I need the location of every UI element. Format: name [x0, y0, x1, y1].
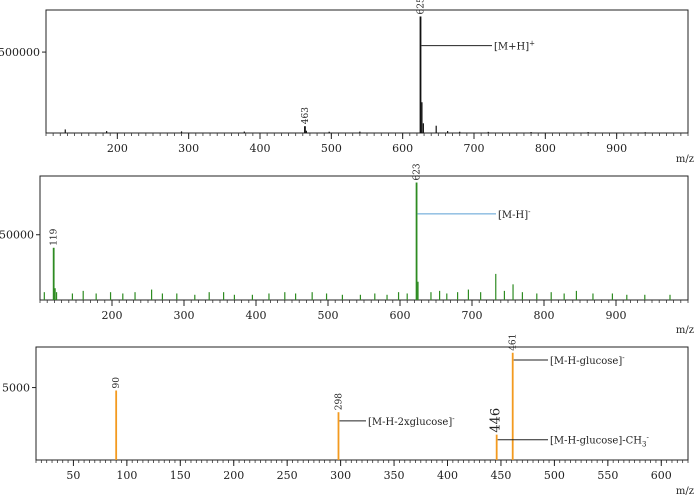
x-tick-label: 700 — [462, 309, 483, 322]
annotation-text: [M-H-glucose] — [550, 356, 622, 367]
x-tick-label: 300 — [178, 142, 199, 155]
x-tick-label: 500 — [321, 142, 342, 155]
annotation-label: [M+H]+ — [494, 40, 535, 53]
x-tick-label: 550 — [597, 469, 618, 482]
x-tick-label: 350 — [384, 469, 405, 482]
y-tick-label: 5000 — [2, 382, 30, 395]
spectrum-panel-3: 50 100 150 200 250 300 350 400 450 500 550 600 5000 m… — [2, 334, 694, 497]
x-axis-label: m/z — [676, 486, 694, 497]
y-tick-label: 50000 — [0, 229, 34, 242]
x-tick-label: 250 — [277, 469, 298, 482]
x-tick-label: 900 — [606, 142, 627, 155]
x-tick-label: 200 — [102, 309, 123, 322]
x-tick-label: 500 — [544, 469, 565, 482]
peak-label: 90 — [112, 377, 122, 389]
x-tick-label: 150 — [170, 469, 191, 482]
annotation-superscript: + — [529, 40, 535, 48]
x-tick-label: 50 — [66, 469, 80, 482]
x-tick-label: 400 — [250, 142, 271, 155]
x-tick-label: 400 — [246, 309, 267, 322]
x-tick-label: 700 — [464, 142, 485, 155]
x-tick-label: 800 — [535, 142, 556, 155]
annotation-superscript: - — [528, 208, 531, 216]
x-tick-label: 200 — [107, 142, 128, 155]
x-tick-label: 400 — [437, 469, 458, 482]
x-tick-label: 600 — [390, 309, 411, 322]
x-tick-label: 800 — [534, 309, 555, 322]
annotation-label: [M-H-glucose]-CH3- — [550, 434, 649, 449]
annotation-text: [M+H] — [494, 42, 529, 53]
spectrum-panel-1: 200 300 400 500 600 700 800 900 500000 m/z 625 463 [… — [0, 0, 694, 165]
peak-label: 298 — [334, 393, 344, 410]
x-tick-label: 900 — [606, 309, 627, 322]
peak-label: 461 — [509, 334, 519, 351]
annotation-label: [M-H-glucose]- — [550, 354, 625, 367]
spectrum-panel-2: 200 300 400 500 600 700 800 900 50000 m/z 623 119 [M… — [0, 163, 694, 336]
x-tick-label: 500 — [318, 309, 339, 322]
x-axis-label: m/z — [676, 154, 694, 165]
annotation-subscript: 3 — [642, 441, 646, 449]
annotation-superscript: - — [452, 415, 455, 423]
annotation-label: [M-H]- — [498, 208, 531, 221]
peak-label: 446 — [489, 408, 504, 433]
peak-label: 463 — [301, 107, 311, 124]
plot-frame — [45, 9, 689, 134]
annotation-text: [M-H-2xglucose] — [368, 417, 452, 428]
x-tick-label: 450 — [490, 469, 511, 482]
x-tick-label: 300 — [330, 469, 351, 482]
x-tick-label: 600 — [651, 469, 672, 482]
x-tick-label: 300 — [174, 309, 195, 322]
x-tick-label: 100 — [116, 469, 137, 482]
annotation-superscript: - — [622, 354, 625, 362]
x-tick-label: 600 — [392, 142, 413, 155]
peak-label: 623 — [413, 163, 423, 180]
y-tick-label: 500000 — [0, 46, 40, 59]
x-tick-label: 200 — [223, 469, 244, 482]
annotation-text: [M-H-glucose]-CH — [550, 436, 642, 447]
peak-label: 625 — [417, 0, 427, 14]
annotation-text: [M-H] — [498, 210, 528, 221]
peak-label: 119 — [50, 228, 60, 245]
plot-frame — [39, 175, 689, 301]
x-axis-label: m/z — [676, 325, 694, 336]
annotation-label: [M-H-2xglucose]- — [368, 415, 455, 428]
annotation-superscript: - — [646, 434, 649, 442]
